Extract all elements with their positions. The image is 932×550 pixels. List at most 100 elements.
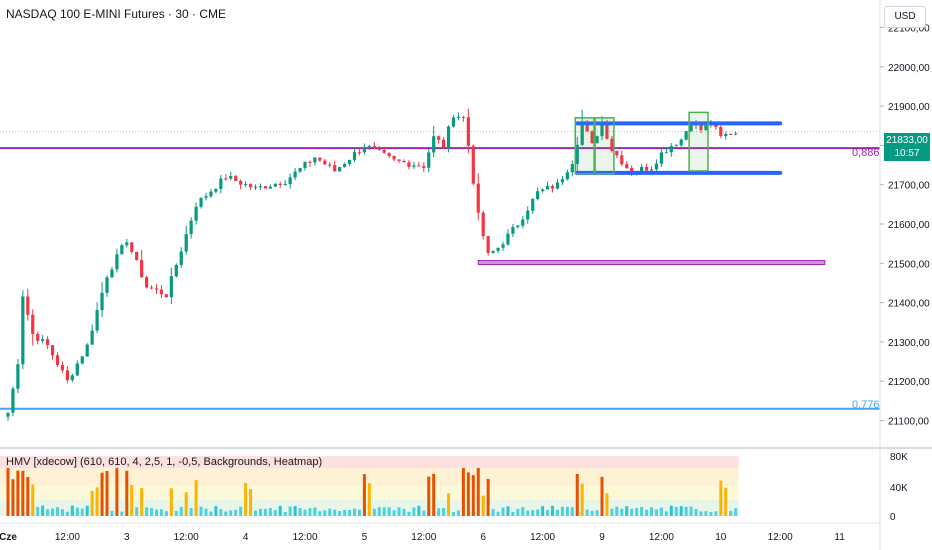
candle-body (654, 163, 659, 170)
volume-bar (600, 476, 604, 516)
volume-bar (278, 505, 282, 516)
candle-body (377, 148, 381, 150)
candle-body (442, 139, 446, 148)
volume-bar (333, 509, 337, 516)
candle-body (90, 330, 94, 345)
candle-body (402, 160, 406, 163)
volume-bar (620, 508, 624, 516)
candle-body (446, 126, 451, 148)
volume-bar (669, 505, 673, 516)
price-tick-label: 21600,00 (888, 220, 930, 231)
candle-body (501, 244, 505, 248)
volume-bar (189, 508, 193, 516)
volume-bar (338, 511, 342, 516)
candle-body (417, 165, 421, 167)
volume-bar (605, 493, 609, 516)
volume-bar (610, 508, 614, 516)
candle-body (580, 121, 584, 145)
candle-body (21, 296, 25, 365)
candle-body (110, 269, 114, 278)
candle-body (664, 152, 668, 154)
volume-bar (724, 487, 728, 516)
volume-bar (526, 510, 530, 516)
candle-body (575, 144, 579, 165)
volume-bar (179, 506, 183, 516)
volume-bar (570, 507, 574, 516)
volume-heatmap-band (0, 468, 739, 486)
candle-body (461, 116, 465, 118)
candle-body (293, 171, 297, 178)
candle-body (288, 177, 292, 184)
candle-body (590, 131, 594, 143)
volume-bar (110, 510, 114, 516)
candle-body (724, 134, 728, 137)
time-tick-label: 11 (834, 532, 845, 543)
candle-body (595, 136, 599, 143)
time-tick-label: 10 (715, 532, 727, 543)
volume-bar (511, 511, 515, 516)
volume-bar (174, 510, 178, 516)
time-tick-label: 12:00 (530, 532, 555, 543)
candle-body (600, 121, 604, 137)
volume-bar (209, 511, 213, 516)
volume-bar (654, 509, 658, 516)
volume-heatmap-band (0, 456, 739, 468)
price-tick-label: 21700,00 (888, 181, 930, 192)
volume-bar (516, 508, 520, 516)
volume-bar (432, 473, 436, 516)
volume-bar (41, 505, 45, 516)
candle-body (313, 157, 317, 163)
candle-body (95, 310, 99, 331)
candle-body (120, 245, 124, 255)
candle-body (209, 191, 213, 197)
candle-body (560, 179, 564, 183)
candle-body (640, 166, 644, 173)
price-tick-label: 22100,00 (888, 24, 930, 35)
candle-body (105, 277, 109, 293)
candle-body (511, 227, 515, 234)
candle-body (135, 251, 139, 261)
volume-bar (466, 472, 470, 516)
volume-bar (298, 508, 302, 516)
volume-bar (125, 470, 129, 516)
candle-body (333, 165, 337, 172)
volume-bar (343, 509, 347, 516)
level-label-886: 0,886 (852, 147, 880, 159)
volume-bar (650, 507, 653, 516)
candle-body (234, 176, 238, 181)
candle-body (298, 167, 302, 172)
volume-bar (476, 468, 480, 516)
volume-bar (214, 506, 218, 516)
candle-body (367, 146, 371, 148)
volume-bar (412, 507, 416, 516)
candle-body (347, 160, 352, 165)
candle-body (278, 183, 282, 185)
volume-bar (308, 508, 312, 516)
candle-body (85, 344, 89, 357)
volume-bar (704, 511, 708, 516)
candle-body (625, 164, 629, 169)
candle-body (179, 251, 183, 265)
candle-body (491, 250, 495, 253)
drawings (477, 111, 826, 266)
volume-bar (60, 509, 64, 516)
time-tick-label: 4 (243, 532, 249, 543)
volume-bar (536, 509, 540, 516)
candle-body (125, 242, 129, 246)
volume-bar (447, 493, 451, 516)
candle-body (244, 183, 248, 185)
volume-bar (471, 475, 475, 516)
currency-button[interactable]: USD (884, 6, 926, 28)
time-tick-label: 12:00 (768, 532, 793, 543)
volume-bar (348, 510, 352, 516)
candle-body (308, 161, 312, 163)
volume-bar (26, 477, 30, 516)
volume-bar (585, 509, 589, 516)
candle-body (323, 160, 327, 165)
volume-bar (273, 510, 277, 516)
candle-body (50, 345, 55, 356)
candle-body (60, 365, 65, 371)
volume-bar (452, 511, 455, 516)
last-price: 21833,00 (886, 135, 928, 146)
